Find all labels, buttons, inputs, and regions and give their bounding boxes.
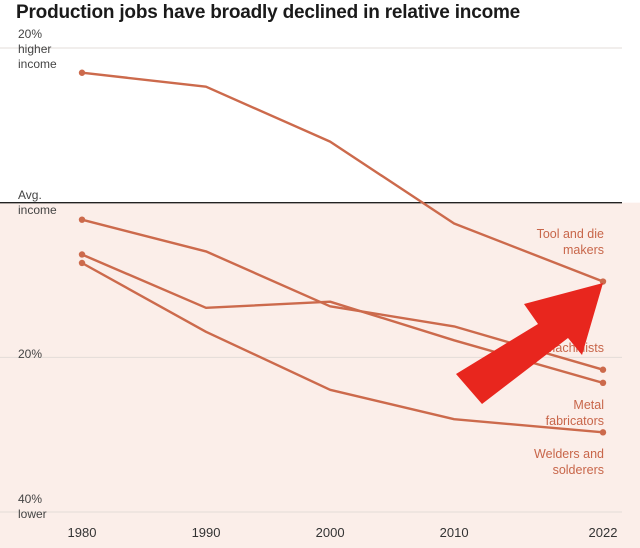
data-point [78,259,86,267]
red-arrow-annotation [456,283,603,404]
series-line [81,71,604,283]
y-tick-label: 20% [18,347,42,361]
y-tick-label: 40% lower [18,492,47,521]
series-label: Tool and die makers [537,227,604,257]
x-tick-label: 2000 [316,525,345,540]
data-point [78,251,86,258]
series-label: Machinists [545,341,604,355]
below-average-region [0,202,640,548]
x-tick-label: 1990 [192,525,221,540]
data-point [599,379,607,387]
data-point [599,429,607,436]
x-tick-label: 2022 [589,525,618,540]
y-tick-label: Avg. income [18,188,57,217]
data-point [599,366,607,373]
series-line [81,261,604,434]
series-label: Metal fabricators [546,398,604,428]
x-tick-label: 1980 [68,525,97,540]
series-line [81,218,604,371]
data-point [78,216,86,223]
x-tick-label: 2010 [440,525,469,540]
data-point [599,278,607,285]
chart-title: Production jobs have broadly declined in… [16,2,521,23]
series-label: Welders and solderers [534,447,604,477]
y-tick-label: 20% higher income [18,27,57,71]
data-point [78,69,86,76]
